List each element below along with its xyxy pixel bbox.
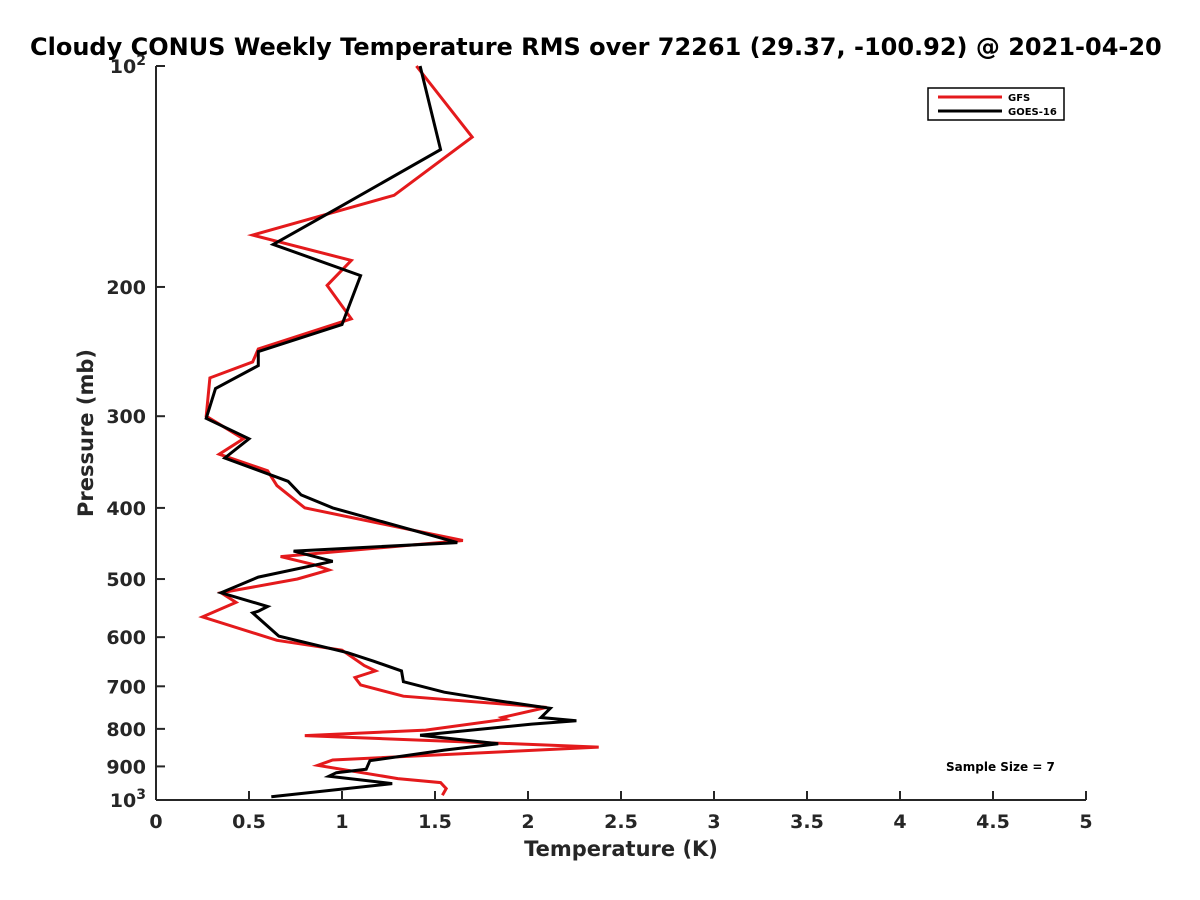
sample-size-annotation: Sample Size = 7 (946, 760, 1055, 774)
y-tick-label: 800 (106, 719, 146, 741)
series-group (198, 65, 599, 799)
y-tick-label: 500 (106, 569, 146, 591)
x-tick-label: 1 (335, 811, 348, 833)
y-axis-label: Pressure (mb) (74, 349, 98, 517)
x-axis-label: Temperature (K) (524, 837, 718, 861)
y-tick-label-text: 700 (106, 676, 146, 698)
y-tick-label: 300 (106, 406, 146, 428)
y-tick-label: 600 (106, 627, 146, 649)
legend: GFS GOES-16 (927, 87, 1065, 121)
y-tick-exponent: 3 (136, 787, 146, 803)
y-tick-label: 200 (106, 277, 146, 299)
y-tick-label-text: 900 (106, 756, 146, 778)
y-tick-label-text: 800 (106, 719, 146, 741)
x-tick-label: 5 (1079, 811, 1092, 833)
y-tick-label-text: 300 (106, 406, 146, 428)
x-tick-label: 2 (521, 811, 534, 833)
x-tick-label: 0 (149, 811, 162, 833)
series-line-goes-16 (204, 65, 577, 799)
y-tick-label-text: 10 (110, 56, 136, 78)
x-tick-label: 4 (893, 811, 906, 833)
x-tick-label: 3.5 (790, 811, 824, 833)
y-tick-label: 900 (106, 756, 146, 778)
y-tick-label: 400 (106, 498, 146, 520)
x-tick-label: 4.5 (976, 811, 1010, 833)
y-tick-label: 103 (110, 787, 146, 812)
y-tick-label-text: 500 (106, 569, 146, 591)
legend-box (927, 87, 1065, 121)
y-tick-label: 700 (106, 676, 146, 698)
legend-label: GOES-16 (1008, 107, 1057, 118)
x-tick-label: 0.5 (232, 811, 266, 833)
y-tick-label: 102 (110, 53, 146, 78)
x-tick-label: 2.5 (604, 811, 638, 833)
x-ticks: 0 0.5 1 1.5 2 2.5 3 3.5 4 4.5 5 (149, 791, 1093, 833)
y-tick-label-text: 200 (106, 277, 146, 299)
x-tick-label: 3 (707, 811, 720, 833)
legend-label: GFS (1008, 93, 1030, 104)
chart-title: Cloudy CONUS Weekly Temperature RMS over… (30, 33, 1162, 61)
x-tick-label: 1.5 (418, 811, 452, 833)
y-tick-label-text: 600 (106, 627, 146, 649)
y-tick-label-text: 400 (106, 498, 146, 520)
y-tick-exponent: 2 (136, 53, 146, 69)
y-tick-label-text: 10 (110, 790, 136, 812)
